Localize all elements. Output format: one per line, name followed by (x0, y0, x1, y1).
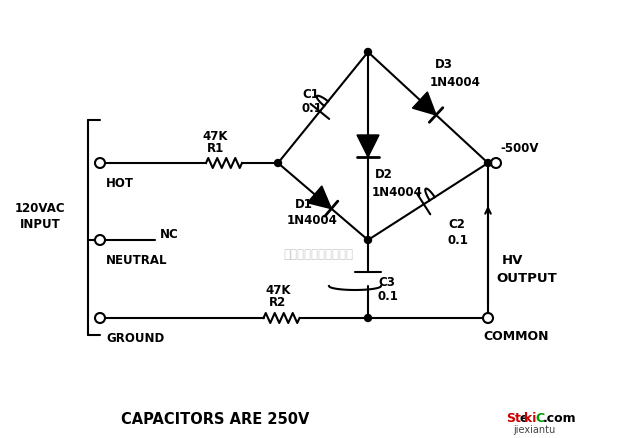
Text: 1N4004: 1N4004 (372, 186, 423, 198)
Text: -500V: -500V (500, 141, 539, 155)
Circle shape (95, 313, 105, 323)
Text: R2: R2 (270, 297, 287, 310)
Text: CAPACITORS ARE 250V: CAPACITORS ARE 250V (121, 413, 309, 427)
Text: OUTPUT: OUTPUT (496, 272, 557, 285)
Text: C2: C2 (448, 219, 465, 232)
Circle shape (275, 159, 282, 166)
Text: COMMON: COMMON (483, 329, 549, 343)
Text: NEUTRAL: NEUTRAL (106, 254, 168, 267)
Text: ki: ki (524, 411, 536, 424)
Text: e: e (519, 411, 527, 424)
Circle shape (484, 159, 491, 166)
Text: jiexiantu: jiexiantu (513, 425, 555, 435)
Circle shape (365, 49, 372, 56)
Polygon shape (413, 92, 436, 115)
Text: St: St (506, 411, 521, 424)
Text: 杭州将睐科技有限公司: 杭州将睐科技有限公司 (283, 248, 353, 261)
Text: INPUT: INPUT (20, 219, 60, 232)
Text: 1N4004: 1N4004 (430, 75, 481, 88)
Text: R1: R1 (207, 141, 224, 155)
Circle shape (95, 158, 105, 168)
Circle shape (365, 314, 372, 321)
Text: .com: .com (543, 411, 576, 424)
Text: 47K: 47K (202, 130, 228, 142)
Text: C1: C1 (302, 88, 319, 102)
Circle shape (95, 235, 105, 245)
Text: HV: HV (502, 254, 524, 266)
Text: NC: NC (160, 229, 179, 241)
Text: 0.1: 0.1 (302, 102, 323, 114)
Text: 47K: 47K (265, 285, 291, 297)
Text: C: C (535, 411, 544, 424)
Text: GROUND: GROUND (106, 332, 164, 345)
Circle shape (491, 158, 501, 168)
Text: D1: D1 (295, 198, 313, 212)
Text: 120VAC: 120VAC (14, 201, 66, 215)
Circle shape (365, 237, 372, 244)
Text: HOT: HOT (106, 177, 134, 190)
Text: D3: D3 (435, 59, 453, 71)
Polygon shape (307, 186, 331, 208)
Text: D2: D2 (375, 169, 393, 181)
Text: 1N4004: 1N4004 (287, 213, 338, 226)
Polygon shape (357, 135, 379, 157)
Text: C3: C3 (378, 276, 395, 289)
Text: 0.1: 0.1 (378, 290, 399, 303)
Text: 0.1: 0.1 (448, 233, 469, 247)
Circle shape (483, 313, 493, 323)
